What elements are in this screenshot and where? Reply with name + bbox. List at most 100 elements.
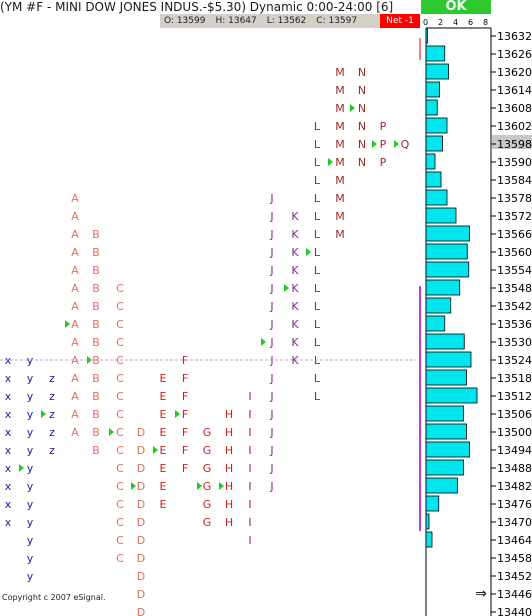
open-arrow-icon	[87, 356, 92, 364]
open-arrow-icon	[261, 338, 266, 346]
tpo-letter: D	[137, 606, 145, 616]
tpo-letter: E	[160, 426, 167, 439]
price-label: 13590	[497, 156, 532, 169]
tpo-letter: D	[137, 444, 145, 457]
volume-bar	[425, 477, 458, 494]
tpo-letter: K	[291, 300, 299, 313]
price-label: 13512	[497, 390, 532, 403]
ohlc-readout: O: 13599 H: 13647 L: 13562 C: 13597	[160, 14, 380, 28]
price-label: 13536	[497, 318, 532, 331]
open-arrow-icon	[153, 446, 158, 454]
open-arrow-icon	[284, 284, 289, 292]
tpo-letter: L	[314, 228, 321, 241]
tpo-letter: H	[225, 444, 233, 457]
price-label: 13458	[497, 552, 532, 565]
tpo-letter: y	[27, 444, 34, 457]
tpo-letter: L	[314, 300, 321, 313]
tpo-letter: x	[5, 516, 12, 529]
tpo-letter: y	[27, 372, 34, 385]
tpo-letter: M	[335, 228, 345, 241]
tpo-letter: D	[137, 498, 145, 511]
axis-background	[491, 28, 532, 616]
tpo-letter: z	[49, 390, 55, 403]
tpo-letter: y	[27, 516, 34, 529]
tpo-letter: E	[160, 462, 167, 475]
volume-bar	[425, 135, 443, 152]
open-arrow-icon	[328, 158, 333, 166]
price-label: 13560	[497, 246, 532, 259]
tpo-letter: G	[203, 444, 212, 457]
scroll-right-icon[interactable]: ⇒	[475, 586, 487, 602]
volume-bar	[425, 495, 440, 512]
tpo-letter: J	[269, 246, 273, 259]
price-label: 13584	[497, 174, 532, 187]
volume-bar	[425, 387, 478, 404]
tpo-letter: G	[203, 516, 212, 529]
open-arrow-icon	[41, 410, 46, 418]
tpo-letter: J	[269, 480, 273, 493]
tpo-letter: C	[116, 336, 124, 349]
tpo-letter: K	[291, 264, 299, 277]
tpo-letter: A	[71, 390, 79, 403]
tpo-letter: J	[269, 282, 273, 295]
tpo-letter: B	[92, 354, 100, 367]
tpo-letter: L	[314, 156, 321, 169]
tpo-letter: M	[335, 102, 345, 115]
volume-bar	[425, 225, 470, 242]
tpo-letter: E	[160, 498, 167, 511]
tpo-letter: I	[248, 462, 251, 475]
tpo-letter: I	[248, 444, 251, 457]
price-label: 13470	[497, 516, 532, 529]
tpo-letter: C	[116, 516, 124, 529]
volume-bar	[425, 297, 452, 314]
volume-bar	[425, 531, 433, 548]
tpo-letter: F	[182, 372, 188, 385]
tpo-letter: E	[160, 480, 167, 493]
price-label: 13626	[497, 48, 532, 61]
tpo-letter: L	[314, 282, 321, 295]
price-label: 13566	[497, 228, 532, 241]
tpo-letter: C	[116, 426, 124, 439]
tpo-letter: K	[291, 210, 299, 223]
tpo-letter: F	[182, 426, 188, 439]
tpo-letter: A	[71, 228, 79, 241]
tpo-letter: x	[5, 390, 12, 403]
tpo-letter: D	[137, 426, 145, 439]
tpo-letter: x	[5, 480, 12, 493]
tpo-letter: H	[225, 480, 233, 493]
volume-bar	[425, 333, 465, 350]
tpo-letter: H	[225, 498, 233, 511]
tpo-letter: G	[203, 462, 212, 475]
tpo-letter: M	[335, 192, 345, 205]
tpo-letter: B	[92, 426, 100, 439]
tpo-letter: L	[314, 318, 321, 331]
open-arrow-icon	[219, 482, 224, 490]
price-label: 13476	[497, 498, 532, 511]
tpo-letter: E	[160, 390, 167, 403]
tpo-letter: F	[182, 462, 188, 475]
tpo-letter: F	[182, 408, 188, 421]
tpo-letter: B	[92, 390, 100, 403]
tpo-letter: C	[116, 390, 124, 403]
tpo-letter: B	[92, 444, 100, 457]
tpo-letter: I	[248, 426, 251, 439]
tpo-letter: A	[71, 408, 79, 421]
volume-bar	[425, 315, 446, 332]
tpo-letter: C	[116, 354, 124, 367]
tpo-letter: F	[182, 390, 188, 403]
tpo-letter: L	[314, 390, 321, 403]
tpo-letter: y	[27, 390, 34, 403]
volume-tick-label: 0	[423, 18, 428, 27]
volume-bar	[425, 63, 449, 80]
tpo-letter: I	[248, 516, 251, 529]
price-label: 13524	[497, 354, 532, 367]
tpo-letter: B	[92, 408, 100, 421]
tpo-letter: J	[269, 372, 273, 385]
tpo-letter: z	[49, 444, 55, 457]
volume-bar	[425, 171, 442, 188]
price-label: 13632	[497, 30, 532, 43]
ok-button[interactable]: OK	[421, 0, 491, 14]
price-label: 13602	[497, 120, 532, 133]
tpo-letter: L	[314, 138, 321, 151]
tpo-letter: K	[291, 282, 299, 295]
